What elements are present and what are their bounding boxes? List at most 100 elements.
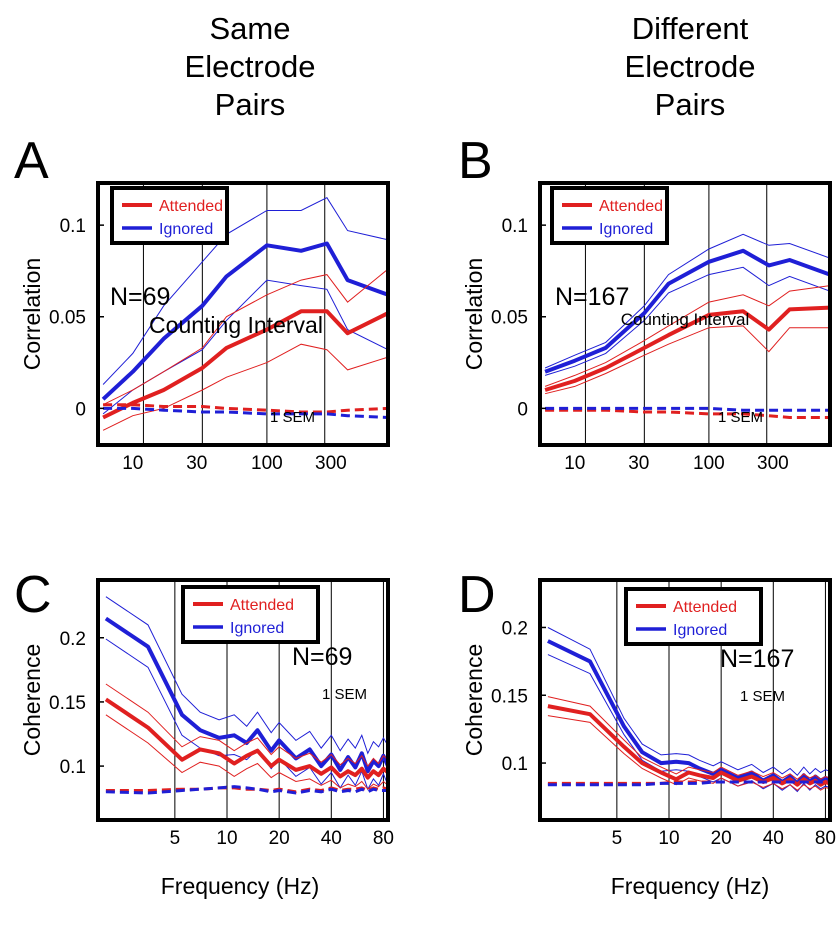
series-group — [544, 233, 830, 419]
attended-mean-line — [544, 305, 830, 392]
x-tick-label: 10 — [216, 828, 237, 849]
attended-mean-line — [104, 697, 388, 780]
column-title-line: Electrode — [624, 49, 756, 84]
legend-label-attended: Attended — [159, 198, 223, 215]
sample-size-label: N=167 — [555, 283, 629, 311]
ignored-shuffle-dashed-line — [547, 780, 830, 787]
legend-box — [110, 186, 229, 245]
panel-a: A 0 0.05 0.1 10 30 100 300 Counting Interval Corr… — [14, 132, 390, 474]
x-tick-label: 20 — [711, 828, 732, 849]
axes-frame — [96, 181, 390, 447]
x-tick-label: 300 — [315, 453, 347, 474]
sem-label: 1 SEM — [740, 688, 785, 705]
legend-box — [550, 186, 669, 245]
sem-label: 1 SEM — [322, 686, 367, 703]
ignored-mean-line — [104, 616, 388, 774]
panel-d: D 0.1 0.15 0.2 5 10 20 40 80 Frequency (Hz) Cohere… — [458, 566, 836, 899]
column-title-left: Same Electrode Pairs — [135, 10, 365, 124]
x-axis-label: Counting Interval — [149, 312, 323, 338]
legend-label-attended: Attended — [599, 198, 663, 215]
sem-label: 1 SEM — [270, 409, 315, 426]
x-tick-label: 5 — [612, 828, 623, 849]
x-tick-label: 10 — [564, 453, 585, 474]
legend-label-ignored: Ignored — [230, 620, 284, 637]
legend: Attended Ignored — [624, 587, 763, 646]
panel-letter: B — [458, 132, 493, 190]
x-axis-label: Frequency (Hz) — [611, 873, 769, 899]
legend-label-ignored: Ignored — [673, 622, 727, 639]
legend-label-ignored: Ignored — [159, 221, 213, 238]
y-axis-label: Coherence — [19, 644, 45, 757]
panel-letter: C — [14, 566, 52, 624]
attended-sem-upper-line — [547, 696, 830, 780]
legend: Attended Ignored — [550, 186, 669, 245]
attended-mean-line — [102, 309, 388, 420]
ignored-mean-line — [101, 241, 388, 401]
axes-frame — [538, 181, 832, 447]
x-tick-label: 80 — [373, 828, 394, 849]
y-tick-label: 0.2 — [60, 629, 86, 650]
ignored-shuffle-dashed-line — [545, 406, 830, 412]
y-tick-label: 0.1 — [502, 754, 528, 775]
y-tick-label: 0.05 — [491, 308, 528, 329]
x-tick-label: 20 — [269, 828, 290, 849]
x-tick-label: 5 — [170, 828, 181, 849]
column-title-right: Different Electrode Pairs — [575, 10, 805, 124]
panel-c: C 0.1 0.15 0.2 5 10 20 40 80 Frequency (Hz) Cohere… — [14, 566, 394, 899]
y-tick-label: 0.15 — [49, 693, 86, 714]
x-tick-label: 100 — [693, 453, 725, 474]
column-title-line: Pairs — [654, 87, 726, 122]
x-tick-label: 40 — [321, 828, 342, 849]
series-group — [104, 596, 388, 795]
legend-box — [181, 585, 320, 644]
sample-size-label: N=69 — [110, 283, 170, 311]
attended-sem-lower-line — [544, 325, 830, 395]
x-tick-label: 30 — [186, 453, 207, 474]
series-group — [101, 197, 388, 431]
y-tick-label: 0.1 — [502, 216, 528, 237]
legend: Attended Ignored — [181, 585, 320, 644]
column-title-line: Electrode — [184, 49, 316, 84]
ignored-shuffle-dashed-line — [103, 406, 388, 419]
ignored-sem-upper-line — [544, 233, 830, 369]
panel-letter: A — [14, 132, 49, 190]
x-axis-label: Counting Interval — [621, 310, 750, 329]
attended-mean-line — [547, 704, 830, 787]
attended-sem-lower-line — [102, 343, 388, 431]
y-axis-label: Coherence — [461, 644, 487, 757]
column-title-line: Pairs — [214, 87, 286, 122]
y-tick-label: 0 — [517, 399, 528, 420]
attended-sem-upper-line — [102, 268, 388, 406]
x-tick-label: 30 — [628, 453, 649, 474]
sample-size-label: N=167 — [720, 645, 794, 673]
attended-sem-lower-line — [105, 714, 388, 790]
y-tick-label: 0.15 — [491, 686, 528, 707]
axes-frame — [538, 578, 832, 822]
attended-sem-upper-line — [544, 285, 830, 387]
x-tick-label: 80 — [815, 828, 836, 849]
y-tick-label: 0.1 — [60, 757, 86, 778]
y-tick-label: 0 — [75, 399, 86, 420]
ignored-sem-upper-line — [102, 197, 388, 385]
y-axis-label: Correlation — [461, 258, 487, 371]
x-tick-label: 300 — [757, 453, 789, 474]
series-group — [547, 627, 830, 793]
x-tick-label: 10 — [122, 453, 143, 474]
attended-sem-upper-line — [105, 683, 388, 768]
x-tick-label: 10 — [658, 828, 679, 849]
legend-label-attended: Attended — [673, 599, 737, 616]
column-title-line: Same — [209, 11, 291, 46]
sample-size-label: N=69 — [292, 643, 352, 671]
x-tick-label: 100 — [251, 453, 283, 474]
y-tick-label: 0.2 — [502, 618, 528, 639]
attended-shuffle-dashed-line — [545, 408, 830, 419]
panel-b: B 0 0.05 0.1 10 30 100 300 Counting Interval Corr… — [458, 132, 832, 474]
legend-box — [624, 587, 763, 646]
ignored-sem-upper-line — [547, 627, 830, 777]
y-axis-label: Correlation — [19, 258, 45, 371]
panel-letter: D — [458, 566, 496, 624]
ignored-sem-upper-line — [105, 596, 388, 755]
sem-label: 1 SEM — [718, 409, 763, 426]
legend-label-ignored: Ignored — [599, 221, 653, 238]
